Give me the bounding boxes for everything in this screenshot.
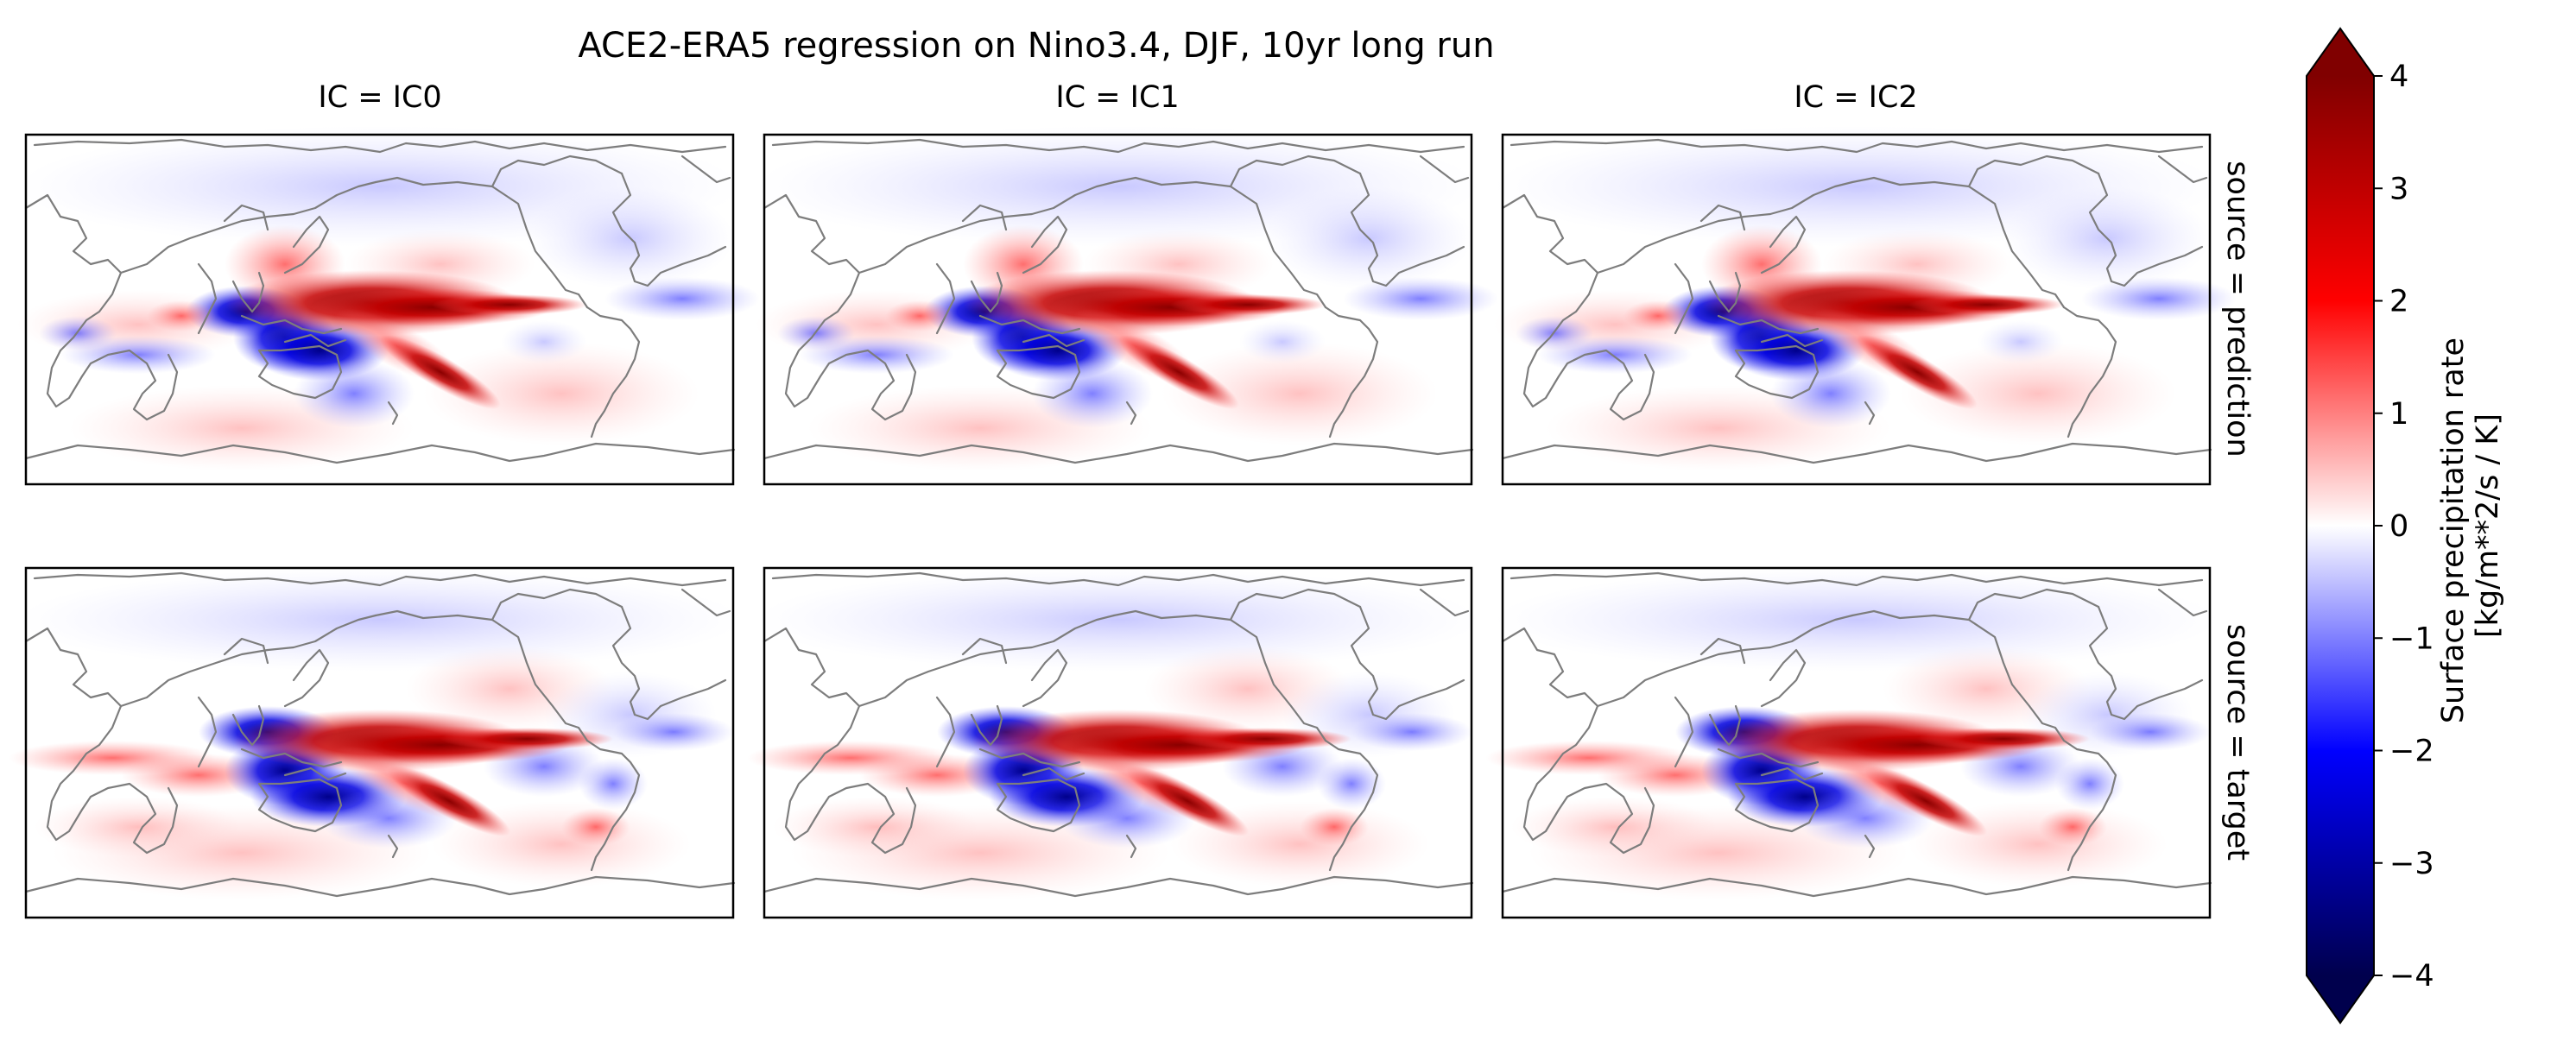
colorbar-tick-label: 3 [2389,172,2408,206]
colorbar: 4 3 2 1 0 −1 −2 −3 −4 [2306,27,2434,1025]
colorbar-tick-label: −1 [2389,621,2434,656]
row-title-target: source = target [2220,624,2255,861]
panel-prediction-ic2 [1494,126,2237,486]
colorbar-label-line1: Surface precipitation rate [2436,338,2471,723]
colorbar-tick-label: −4 [2389,959,2434,994]
colorbar-tick-label: 2 [2389,285,2408,319]
colorbar-label-line2: [kg/m**2/s / K] [2471,413,2505,638]
colorbar-gradient [2307,76,2374,975]
chart-title: ACE2-ERA5 regression on Nino3.4, DJF, 10… [578,26,1494,66]
column-title-ic0: IC = IC0 [318,80,441,115]
colorbar-ticks: 4 3 2 1 0 −1 −2 −3 −4 [2374,60,2434,994]
colorbar-extend-bottom [2307,975,2374,1023]
panel-prediction-ic0 [17,126,760,486]
panel-target-ic0 [9,566,743,919]
colorbar-extend-top [2307,28,2374,76]
row-title-prediction: source = prediction [2220,161,2255,457]
panel-prediction-ic1 [756,126,1498,486]
column-title-ic2: IC = IC2 [1794,80,1917,115]
colorbar-tick-label: 4 [2389,60,2408,94]
panel-grid [9,126,2237,919]
column-title-ic1: IC = IC1 [1055,80,1179,115]
panel-target-ic1 [747,566,1481,919]
colorbar-label: Surface precipitation rate [kg/m**2/s / … [2436,328,2505,723]
colorbar-tick-label: −2 [2389,735,2434,769]
colorbar-tick-label: 0 [2389,509,2408,544]
colorbar-tick-label: −3 [2389,847,2434,881]
panel-target-ic2 [1485,566,2219,919]
colorbar-tick-label: 1 [2389,397,2408,432]
